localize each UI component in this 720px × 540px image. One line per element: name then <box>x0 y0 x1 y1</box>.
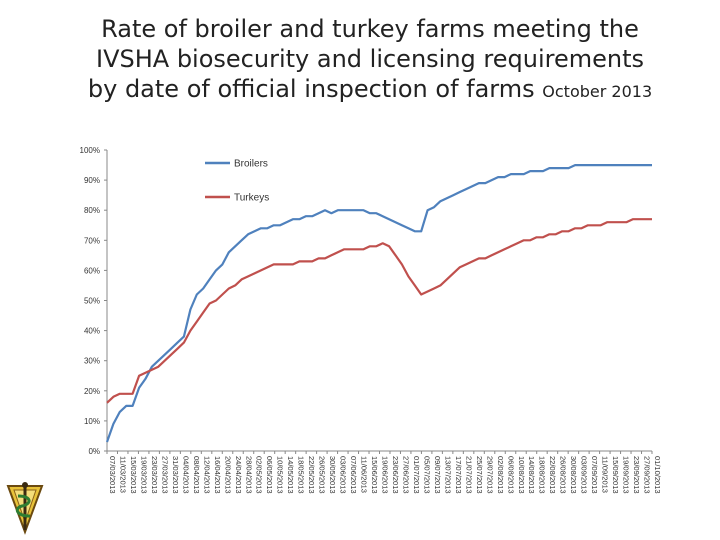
y-tick-label: 20% <box>84 387 100 396</box>
x-tick-label: 02/08/2013 <box>496 456 505 494</box>
x-tick-label: 07/06/2013 <box>349 456 358 494</box>
x-tick-label: 18/05/2013 <box>297 456 306 494</box>
title-line-1: Rate of broiler and turkey farms meeting… <box>101 15 639 43</box>
x-tick-label: 11/09/2013 <box>601 456 610 493</box>
series-lines <box>105 164 652 443</box>
x-tick-label: 26/08/2013 <box>559 456 568 494</box>
title-line-2: IVSHA biosecurity and licensing requirem… <box>96 45 644 73</box>
x-tick-label: 04/04/2013 <box>181 456 190 494</box>
x-tick-label: 20/04/2013 <box>223 456 232 494</box>
y-tick-label: 30% <box>84 357 100 366</box>
series-line-broilers <box>105 164 652 443</box>
x-tick-label: 29/07/2013 <box>485 456 494 494</box>
x-tick-label: 10/05/2013 <box>276 456 285 494</box>
chart-axes <box>106 150 652 452</box>
x-tick-label: 05/07/2013 <box>422 456 431 494</box>
y-tick-label: 60% <box>84 266 100 275</box>
title-line-3-main: by date of official inspection of farms <box>87 75 535 103</box>
veterinary-emblem-icon <box>6 482 44 535</box>
x-tick-label: 02/05/2013 <box>255 456 264 494</box>
x-tick-label: 23/06/2013 <box>391 456 400 494</box>
x-tick-label: 31/03/2013 <box>171 456 180 494</box>
x-tick-label: 10/08/2013 <box>517 456 526 494</box>
x-tick-label: 28/04/2013 <box>244 456 253 494</box>
x-tick-label: 27/03/2013 <box>160 456 169 494</box>
title-line-3: by date of official inspection of farms … <box>60 74 680 107</box>
x-tick-label: 30/05/2013 <box>328 456 337 494</box>
x-tick-label: 27/09/2013 <box>643 456 652 494</box>
chart-title: Rate of broiler and turkey farms meeting… <box>60 14 680 107</box>
y-tick-label: 0% <box>88 447 100 456</box>
y-tick-label: 100% <box>80 146 100 155</box>
x-tick-label: 25/07/2013 <box>475 456 484 494</box>
x-tick-label: 30/08/2013 <box>569 456 578 494</box>
x-tick-label: 15/06/2013 <box>370 456 379 494</box>
x-tick-label: 12/04/2013 <box>202 456 211 494</box>
title-date: October 2013 <box>542 82 653 101</box>
x-tick-label: 19/06/2013 <box>381 456 390 494</box>
x-tick-label: 08/04/2013 <box>192 456 201 494</box>
x-tick-label: 06/05/2013 <box>265 456 274 494</box>
x-tick-label: 27/06/2013 <box>401 456 410 494</box>
x-tick-label: 15/03/2013 <box>129 456 138 494</box>
x-tick-label: 22/05/2013 <box>307 456 316 494</box>
x-tick-label: 21/07/2013 <box>464 456 473 494</box>
x-tick-label: 16/04/2013 <box>213 456 222 494</box>
x-tick-label: 09/07/2013 <box>433 456 442 494</box>
x-axis-ticks: 07/03/2013 11/03/2013 15/03/2013 19/03/2013… <box>106 451 662 494</box>
x-tick-label: 19/09/2013 <box>622 456 631 494</box>
y-tick-label: 50% <box>84 297 100 306</box>
x-tick-label: 24/04/2013 <box>234 456 243 494</box>
series-line-turkeys <box>106 218 652 404</box>
x-tick-label: 03/06/2013 <box>339 456 348 494</box>
x-tick-label: 19/03/2013 <box>139 456 148 494</box>
x-tick-label: 06/08/2013 <box>506 456 515 494</box>
x-tick-label: 13/07/2013 <box>443 456 452 494</box>
x-tick-label: 17/07/2013 <box>454 456 463 494</box>
y-tick-label: 90% <box>84 176 100 185</box>
x-tick-label: 15/09/2013 <box>611 456 620 494</box>
legend-label-broilers: Broilers <box>234 159 268 170</box>
x-tick-label: 07/09/2013 <box>590 456 599 494</box>
y-axis-ticks: 0% 10% 20% 30% 40% 50% 60% 70% 80% 90% 100% <box>80 146 107 456</box>
x-tick-label: 23/09/2013 <box>632 456 641 494</box>
x-tick-label: 11/06/2013 <box>360 456 369 493</box>
y-tick-label: 80% <box>84 206 100 215</box>
legend: Broilers Turkeys <box>205 159 269 204</box>
x-tick-label: 01/07/2013 <box>412 456 421 494</box>
legend-label-turkeys: Turkeys <box>234 193 269 204</box>
x-tick-label: 11/03/2013 <box>118 456 127 493</box>
x-tick-label: 23/03/2013 <box>150 456 159 494</box>
y-tick-label: 40% <box>84 327 100 336</box>
x-tick-label: 14/05/2013 <box>286 456 295 494</box>
x-tick-label: 26/05/2013 <box>318 456 327 494</box>
y-tick-label: 10% <box>84 417 100 426</box>
x-tick-label: 07/03/2013 <box>108 456 117 494</box>
x-tick-label: 18/08/2013 <box>538 456 547 494</box>
x-tick-label: 22/08/2013 <box>548 456 557 494</box>
x-tick-label: 03/09/2013 <box>580 456 589 494</box>
x-tick-label: 14/08/2013 <box>527 456 536 494</box>
y-tick-label: 70% <box>84 236 100 245</box>
x-tick-label: 01/10/2013 <box>653 456 662 494</box>
